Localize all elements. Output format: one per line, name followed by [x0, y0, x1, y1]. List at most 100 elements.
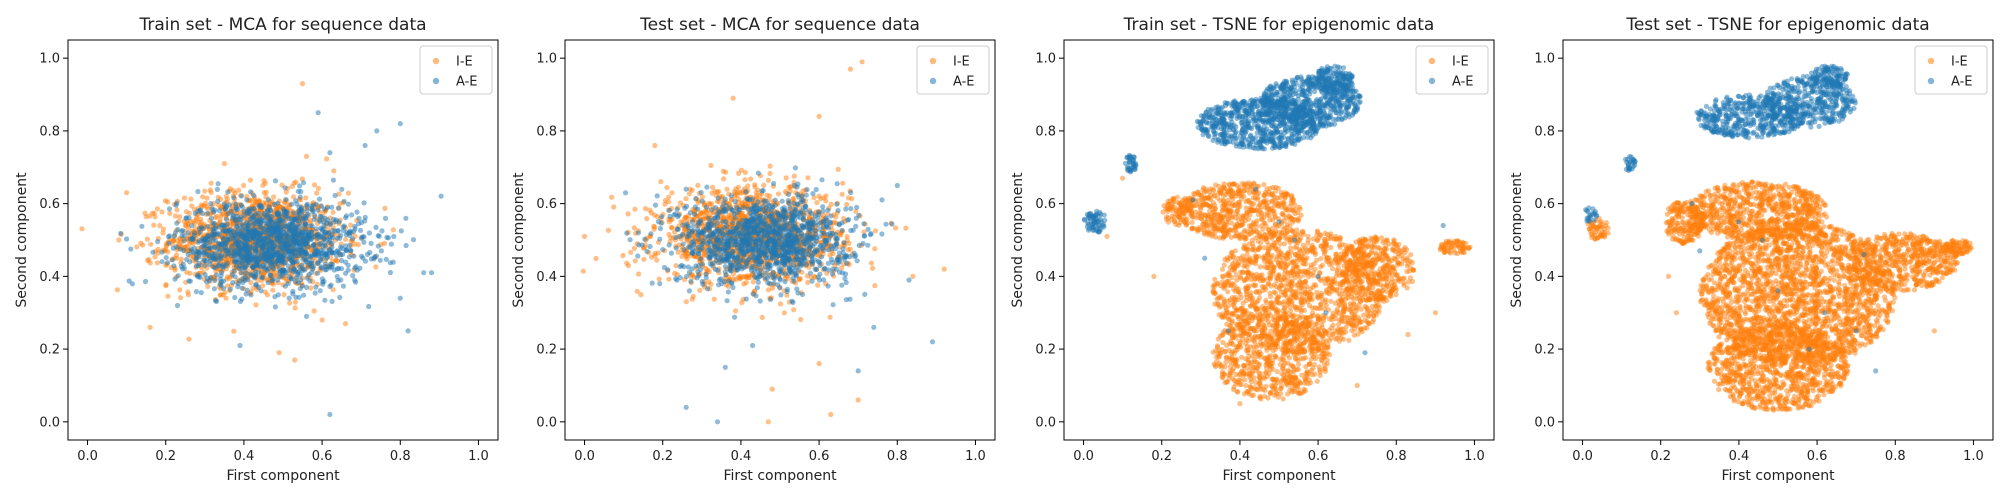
data-point [345, 262, 351, 268]
data-point [260, 283, 266, 289]
data-point [330, 209, 336, 215]
data-point [147, 260, 153, 266]
data-point [689, 187, 695, 193]
data-point [293, 294, 299, 300]
data-point [170, 245, 176, 251]
data-point [231, 328, 237, 334]
data-point [152, 214, 158, 220]
data-point [771, 280, 777, 286]
data-point [315, 235, 321, 242]
data-point [202, 250, 208, 256]
data-point [150, 249, 156, 255]
data-point [319, 317, 325, 323]
data-point [397, 295, 403, 301]
data-point [286, 295, 292, 301]
data-point [682, 216, 688, 222]
data-point [319, 226, 325, 232]
data-point [267, 217, 273, 223]
data-point [292, 357, 298, 363]
data-point [147, 324, 153, 330]
data-point [290, 228, 296, 234]
data-point [703, 265, 709, 272]
data-point [677, 200, 684, 206]
data-point [172, 230, 178, 236]
data-point [222, 289, 228, 295]
data-point [322, 230, 328, 236]
data-point [298, 277, 304, 283]
data-point [315, 207, 321, 213]
data-point [172, 276, 178, 282]
data-point [390, 227, 396, 233]
data-point [725, 289, 732, 295]
data-point [224, 237, 231, 243]
data-point [742, 177, 748, 183]
data-point [227, 227, 233, 233]
data-point [644, 216, 650, 222]
data-point [238, 202, 244, 208]
data-point [843, 206, 849, 212]
x-axis-label: First component [226, 468, 340, 484]
data-point [799, 291, 806, 298]
data-point [167, 210, 173, 216]
data-point [625, 263, 632, 269]
data-point [844, 234, 850, 240]
data-point [312, 290, 318, 296]
data-point [754, 285, 761, 291]
data-point [332, 192, 338, 199]
data-point [321, 236, 327, 242]
data-point [795, 290, 801, 296]
data-point [730, 220, 736, 226]
data-point [317, 218, 323, 225]
data-point [648, 231, 654, 237]
x-tick-label: 0.6 [312, 449, 333, 464]
data-point [666, 276, 672, 282]
data-point [343, 215, 349, 221]
data-point [246, 230, 252, 236]
data-point [625, 211, 631, 217]
data-point [259, 275, 266, 281]
data-point [303, 313, 310, 319]
data-point [157, 223, 163, 229]
data-point [138, 240, 144, 246]
data-point [620, 252, 626, 259]
y-tick-label: 0.6 [39, 197, 60, 212]
x-tick-label: 0.2 [155, 449, 176, 464]
data-point [622, 190, 629, 196]
data-point [703, 275, 709, 281]
data-point [178, 256, 184, 262]
data-point [174, 207, 180, 213]
data-point [214, 213, 220, 219]
data-point [185, 230, 191, 236]
data-point [816, 113, 822, 119]
data-point [649, 280, 655, 286]
data-point [338, 257, 345, 264]
data-point [267, 272, 273, 278]
data-point [825, 207, 831, 213]
data-point [357, 227, 364, 233]
data-point [345, 267, 351, 273]
data-point [165, 260, 171, 266]
data-point [174, 302, 181, 309]
data-point [293, 217, 299, 223]
data-point [860, 240, 866, 247]
data-point [593, 255, 599, 262]
data-point [290, 269, 297, 275]
data-point [666, 231, 672, 238]
data-point [781, 310, 788, 316]
data-point [654, 193, 660, 199]
data-point [815, 282, 821, 288]
data-point [807, 249, 814, 255]
data-point [313, 226, 319, 232]
scatter-panel-2: 0.0 0.2 0.4 0.6 0.8 1.00.00.20.40.60.81.0Test… [511, 15, 996, 484]
data-point [208, 215, 215, 221]
data-point [843, 279, 849, 286]
data-point [735, 274, 742, 280]
data-point [198, 290, 204, 296]
data-point [177, 214, 183, 220]
data-point [155, 239, 161, 245]
data-point [362, 258, 369, 264]
data-point [765, 177, 772, 183]
data-point [830, 302, 836, 308]
data-point [854, 204, 860, 210]
data-point [241, 212, 247, 218]
